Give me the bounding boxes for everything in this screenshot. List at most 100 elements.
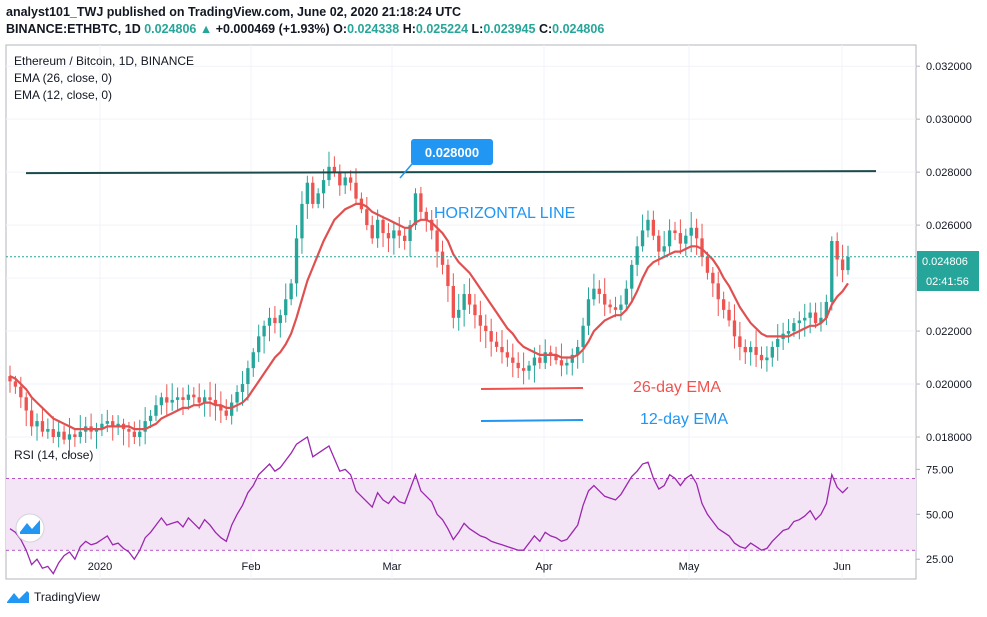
- price-tick: 0.030000: [926, 114, 972, 126]
- candle: [381, 215, 385, 248]
- candle: [408, 220, 412, 257]
- candle: [624, 280, 629, 309]
- candle: [365, 196, 369, 231]
- candle: [392, 221, 396, 255]
- candle: [678, 219, 683, 255]
- bar-countdown: 02:41:56: [926, 276, 969, 288]
- candle: [170, 383, 174, 411]
- candle: [300, 191, 304, 254]
- ema12-annotation: 12-day EMA: [640, 411, 728, 428]
- candle: [586, 287, 591, 335]
- candle: [651, 210, 656, 241]
- candle: [354, 168, 358, 205]
- candle: [251, 348, 255, 377]
- candle: [608, 299, 612, 314]
- close-label: C:: [538, 22, 553, 36]
- candle: [797, 311, 802, 340]
- candle: [370, 215, 374, 244]
- up-arrow-icon: ▲: [199, 22, 213, 36]
- candle: [640, 214, 645, 252]
- candle: [667, 219, 672, 254]
- candle: [192, 387, 196, 405]
- time-tick: Jun: [833, 561, 851, 573]
- price-tick: 0.032000: [926, 61, 972, 73]
- high-label: H:: [402, 22, 416, 36]
- candle: [159, 392, 164, 415]
- candle: [29, 398, 34, 436]
- rsi-tick: 75.00: [926, 464, 954, 476]
- candle: [673, 221, 677, 241]
- candle: [154, 395, 158, 421]
- candle: [143, 407, 147, 445]
- candle: [397, 216, 401, 249]
- candle: [743, 339, 747, 364]
- candle: [403, 228, 407, 250]
- change-text: +0.000469 (+1.93%): [215, 22, 330, 36]
- candle: [62, 425, 66, 445]
- footer-brand[interactable]: TradingView: [34, 590, 101, 604]
- candle: [803, 303, 807, 337]
- candle: [46, 418, 50, 439]
- gridlines: [6, 45, 916, 579]
- candle: [284, 283, 288, 323]
- candle: [694, 218, 699, 255]
- candle: [105, 409, 109, 433]
- candle: [732, 304, 737, 349]
- candle: [56, 420, 61, 448]
- candle: [305, 175, 310, 219]
- candle: [457, 293, 461, 331]
- candle: [835, 232, 839, 277]
- candle: [338, 164, 342, 196]
- candle: [721, 291, 726, 319]
- candle: [840, 244, 845, 283]
- candle: [581, 317, 585, 363]
- resistance-line: [25, 170, 877, 175]
- candle: [138, 419, 142, 447]
- price-tick: 0.022000: [926, 326, 972, 338]
- candle: [754, 330, 758, 367]
- footer: TradingView: [6, 590, 100, 604]
- ema26-swatch: [480, 387, 584, 390]
- candle: [430, 210, 434, 240]
- time-tick: Feb: [242, 561, 261, 573]
- symbol-text: BINANCE:ETHBTC, 1D: [6, 22, 141, 36]
- rsi-tick: 50.00: [926, 509, 954, 521]
- last-price: 0.024806: [144, 22, 197, 36]
- ema26-legend[interactable]: EMA (26, close, 0): [14, 71, 112, 85]
- candle: [175, 387, 180, 411]
- candle: [181, 387, 185, 415]
- price-tick: 0.026000: [926, 220, 972, 232]
- candle: [500, 330, 504, 364]
- ema-line: [9, 202, 849, 431]
- publisher-text: analyst101_TWJ published on TradingView.…: [6, 5, 462, 19]
- candle: [635, 236, 639, 277]
- candle: [619, 295, 623, 321]
- price-tick: 0.018000: [926, 432, 972, 444]
- candle: [565, 358, 569, 375]
- ema12-legend[interactable]: EMA (12, close, 0): [14, 88, 112, 102]
- current-price-value: 0.024806: [922, 256, 968, 268]
- candle: [40, 408, 45, 437]
- candle: [813, 302, 818, 329]
- price-pane-frame: [5, 44, 917, 438]
- ema12-swatch: [480, 419, 584, 422]
- candle: [294, 225, 299, 297]
- candle: [386, 223, 391, 253]
- candle: [229, 394, 234, 425]
- current-price-badge: [917, 251, 979, 291]
- candle: [321, 168, 326, 209]
- candle: [51, 416, 55, 444]
- candle: [646, 210, 650, 238]
- candle: [462, 283, 466, 327]
- tradingview-logo-icon: [15, 513, 45, 543]
- candle: [262, 320, 266, 354]
- rsi-legend[interactable]: RSI (14, close): [14, 448, 93, 462]
- candle: [846, 245, 850, 275]
- candle: [343, 172, 347, 195]
- candle: [267, 307, 272, 342]
- candle: [332, 156, 337, 177]
- candle: [148, 410, 153, 429]
- publisher-line: analyst101_TWJ published on TradingView.…: [6, 5, 461, 19]
- candle: [257, 324, 261, 363]
